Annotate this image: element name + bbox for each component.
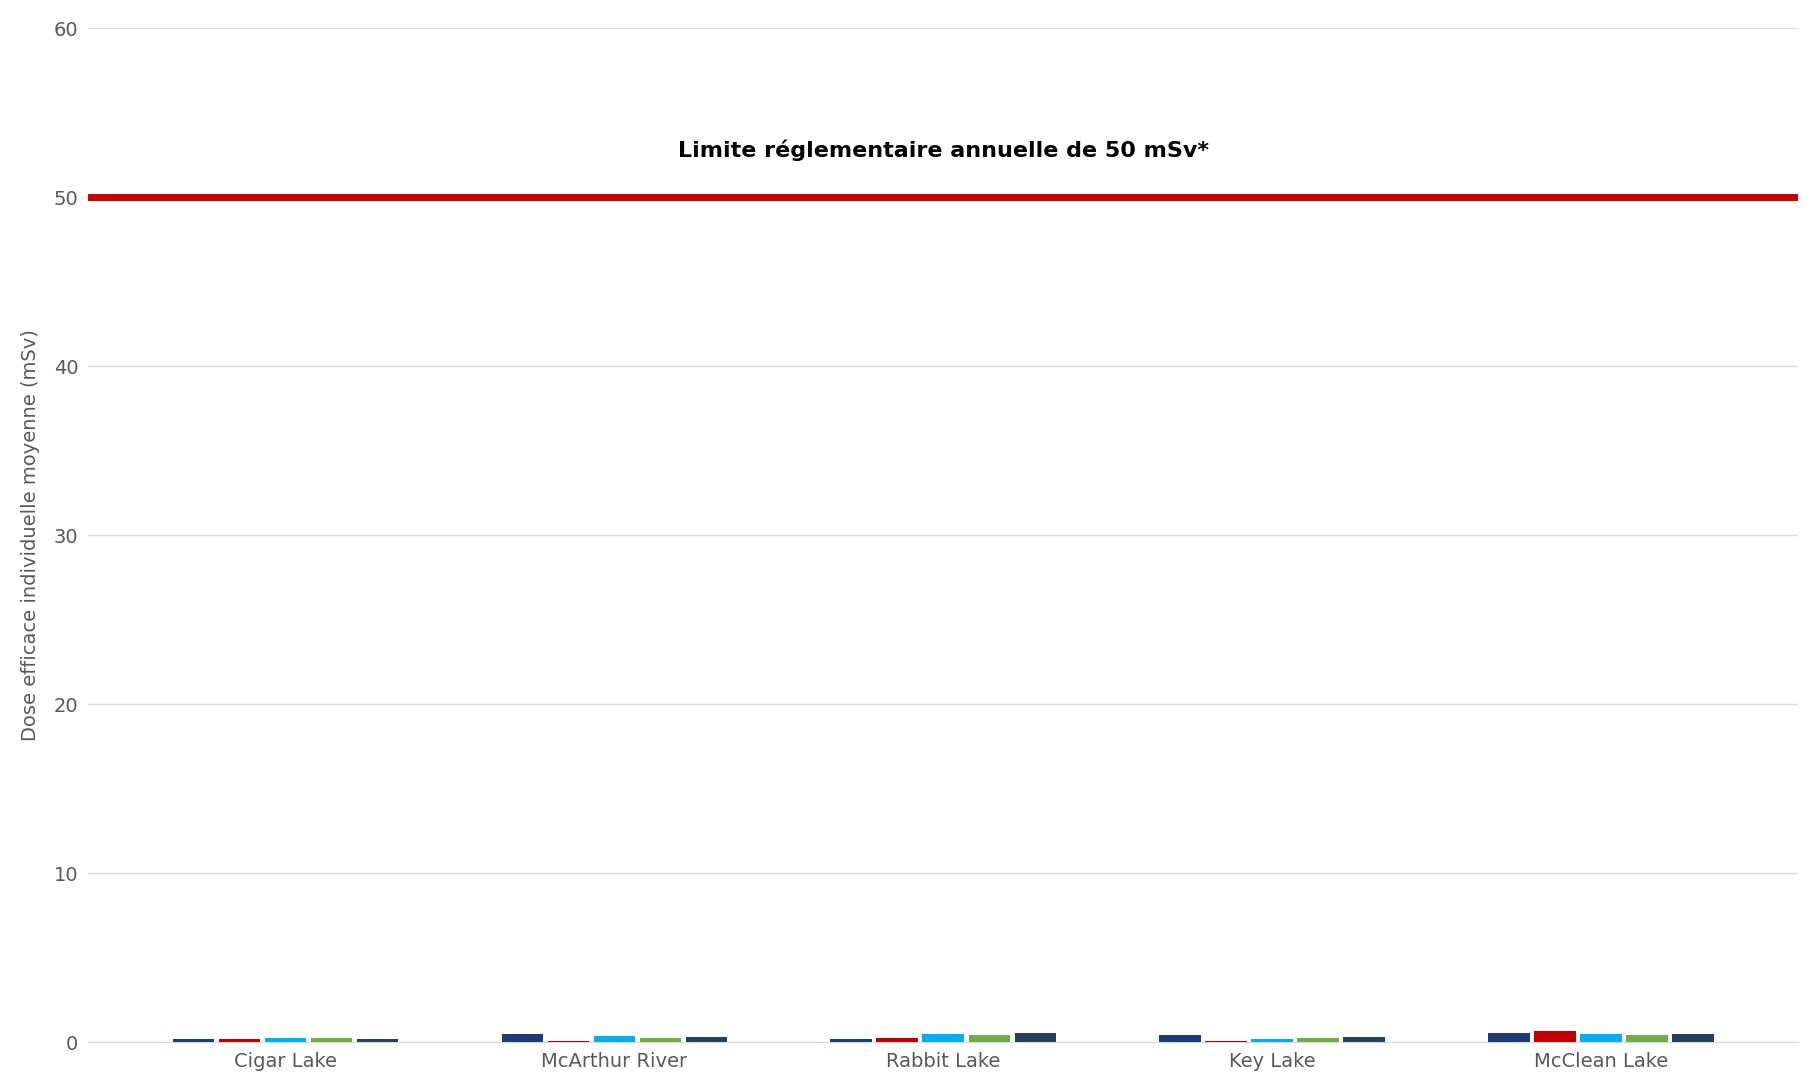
Text: Limite réglementaire annuelle de 50 mSv*: Limite réglementaire annuelle de 50 mSv* xyxy=(678,140,1208,161)
Bar xyxy=(968,1035,1010,1043)
Bar xyxy=(922,1034,964,1043)
Bar xyxy=(266,1037,306,1043)
Bar xyxy=(1488,1033,1530,1043)
Bar xyxy=(640,1037,680,1043)
Bar xyxy=(1344,1036,1384,1043)
Bar xyxy=(877,1038,919,1043)
Bar xyxy=(1297,1037,1339,1043)
Bar xyxy=(502,1034,544,1043)
Bar xyxy=(548,1041,589,1043)
Y-axis label: Dose efficace individuelle moyenne (mSv): Dose efficace individuelle moyenne (mSv) xyxy=(20,330,40,741)
Bar xyxy=(686,1037,728,1043)
Bar xyxy=(1015,1033,1057,1043)
Bar xyxy=(357,1038,398,1043)
Bar xyxy=(1159,1035,1201,1043)
Bar xyxy=(593,1036,635,1043)
Bar xyxy=(1581,1034,1621,1043)
Bar xyxy=(831,1038,871,1043)
Bar xyxy=(1251,1038,1293,1043)
Bar xyxy=(1626,1035,1668,1043)
Bar xyxy=(1672,1034,1713,1043)
Bar xyxy=(1533,1032,1575,1043)
Bar xyxy=(218,1040,260,1043)
Bar xyxy=(311,1038,353,1043)
Bar xyxy=(1206,1041,1246,1043)
Bar xyxy=(173,1038,215,1043)
